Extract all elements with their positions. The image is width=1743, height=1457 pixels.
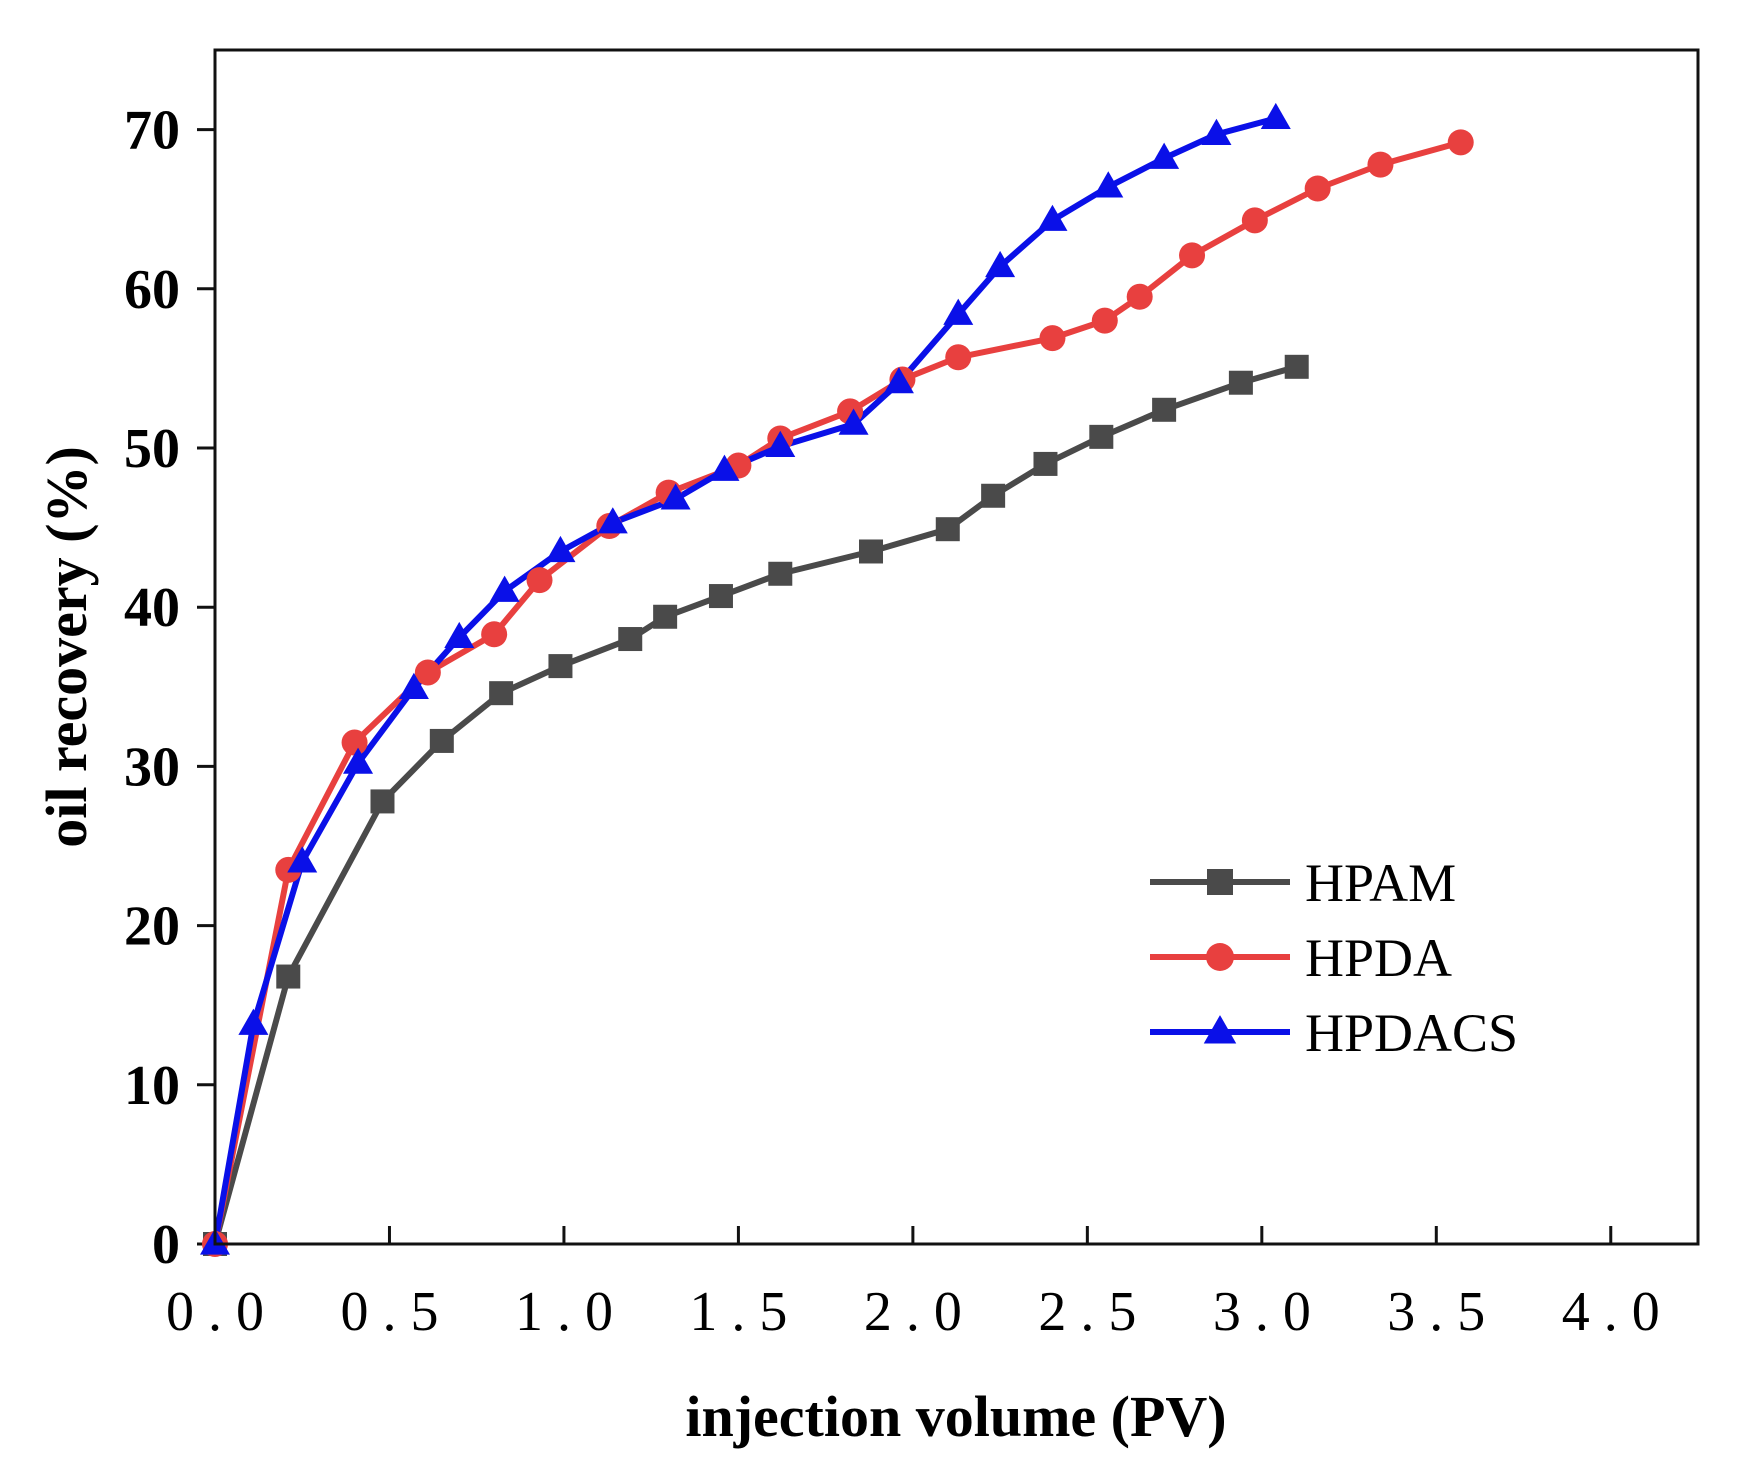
x-tick-label: 4.0 bbox=[1562, 1281, 1674, 1343]
plot-frame bbox=[213, 48, 1700, 1246]
data-point-hpdacs bbox=[838, 408, 869, 435]
y-tick-label: 60 bbox=[124, 259, 180, 321]
x-tick-label: 0.0 bbox=[166, 1281, 278, 1343]
legend-label-hpda: HPDA bbox=[1305, 928, 1452, 988]
y-axis-title: oil recovery (%) bbox=[34, 446, 99, 848]
data-point-hpam bbox=[1228, 370, 1253, 395]
data-point-hpdacs bbox=[545, 535, 576, 563]
data-point-hpdacs bbox=[660, 483, 691, 510]
data-point-hpdacs bbox=[343, 747, 374, 774]
data-point-hpam bbox=[768, 561, 793, 586]
tick-labels: 0.0 0.5 1.0 1.5 2.0 2.5 3.0 3.5 4.0 0 10 20 30 40 50 60… bbox=[124, 100, 1674, 1343]
data-point-hpda bbox=[1126, 283, 1153, 310]
data-point-hpam bbox=[370, 789, 395, 814]
data-point-hpam bbox=[618, 627, 643, 652]
data-point-hpdacs bbox=[1260, 102, 1291, 130]
data-point-hpam bbox=[1284, 354, 1309, 379]
y-tick-label: 30 bbox=[124, 736, 180, 798]
x-tick-label: 2.5 bbox=[1038, 1281, 1150, 1343]
data-point-hpam bbox=[276, 964, 301, 989]
data-point-hpdacs bbox=[765, 430, 796, 457]
data-point-hpam bbox=[429, 728, 454, 753]
data-point-hpdacs bbox=[985, 250, 1016, 278]
data-point-hpda bbox=[1304, 175, 1331, 202]
data-point-hpdacs bbox=[444, 621, 475, 649]
y-tick-label: 50 bbox=[124, 418, 180, 480]
data-point-hpdacs bbox=[1149, 142, 1180, 169]
data-point-hpam bbox=[1152, 397, 1177, 422]
data-point-hpda bbox=[1241, 207, 1268, 234]
series-line-hpdacs bbox=[212, 115, 1279, 1247]
legend: HPAM HPDA HPDACS bbox=[1150, 853, 1518, 1063]
data-point-hpdacs bbox=[709, 454, 740, 481]
y-tick-label: 20 bbox=[124, 896, 180, 958]
series-markers bbox=[200, 102, 1474, 1257]
data-point-hpda bbox=[1179, 242, 1206, 269]
data-point-hpam bbox=[1089, 424, 1114, 449]
data-point-hpda bbox=[1091, 307, 1118, 334]
y-tick-label: 70 bbox=[124, 100, 180, 162]
x-axis-title: injection volume (PV) bbox=[685, 1384, 1226, 1449]
axis-ticks bbox=[197, 128, 1613, 1246]
series-line-hpda bbox=[212, 139, 1464, 1247]
data-point-hpdacs bbox=[398, 672, 429, 699]
data-point-hpda bbox=[945, 344, 972, 371]
legend-label-hpam: HPAM bbox=[1305, 853, 1456, 913]
data-point-hpda bbox=[481, 621, 508, 648]
data-point-hpam bbox=[859, 539, 884, 564]
data-point-hpdacs bbox=[1093, 171, 1124, 198]
data-point-hpam bbox=[708, 584, 733, 609]
data-point-hpda bbox=[1367, 151, 1394, 178]
data-point-hpda bbox=[526, 567, 553, 594]
legend-label-hpdacs: HPDACS bbox=[1305, 1003, 1518, 1063]
x-tick-label: 0.5 bbox=[340, 1281, 452, 1343]
data-point-hpam bbox=[489, 681, 514, 706]
data-point-hpdacs bbox=[287, 846, 318, 873]
legend-marker-hpdacs bbox=[1203, 1015, 1237, 1044]
data-point-hpdacs bbox=[883, 367, 914, 394]
x-tick-label: 2.0 bbox=[864, 1281, 976, 1343]
data-point-hpdacs bbox=[1037, 204, 1068, 231]
data-point-hpda bbox=[341, 729, 368, 756]
data-point-hpdacs bbox=[238, 1008, 269, 1035]
y-tick-label: 10 bbox=[124, 1055, 180, 1117]
data-point-hpda bbox=[414, 659, 441, 686]
data-point-hpda bbox=[1039, 325, 1066, 352]
data-point-hpam bbox=[1033, 451, 1058, 476]
data-point-hpdacs bbox=[1201, 118, 1232, 145]
x-tick-label: 1.0 bbox=[515, 1281, 627, 1343]
x-tick-label: 3.0 bbox=[1213, 1281, 1325, 1343]
data-point-hpam bbox=[981, 483, 1006, 508]
data-point-hpdacs bbox=[597, 507, 628, 534]
x-tick-label: 1.5 bbox=[689, 1281, 801, 1343]
data-point-hpdacs bbox=[489, 575, 520, 602]
data-point-hpam bbox=[935, 517, 960, 542]
y-tick-label: 40 bbox=[124, 577, 180, 639]
y-tick-label: 0 bbox=[152, 1214, 180, 1276]
legend-marker-hpam bbox=[1207, 869, 1233, 895]
data-point-hpam bbox=[653, 604, 678, 629]
x-tick-label: 3.5 bbox=[1387, 1281, 1499, 1343]
data-point-hpdacs bbox=[943, 298, 974, 325]
legend-marker-hpda bbox=[1206, 943, 1234, 971]
series-lines bbox=[212, 115, 1464, 1247]
data-point-hpam bbox=[548, 654, 573, 679]
data-point-hpda bbox=[1447, 129, 1474, 156]
